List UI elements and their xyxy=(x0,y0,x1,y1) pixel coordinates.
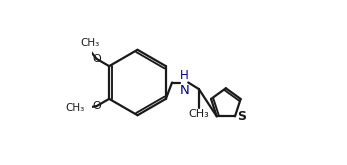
Text: S: S xyxy=(237,110,246,123)
Text: N: N xyxy=(179,84,189,97)
Text: CH₃: CH₃ xyxy=(65,103,84,113)
Text: O: O xyxy=(92,101,101,111)
Text: O: O xyxy=(92,54,101,64)
Text: H: H xyxy=(180,69,188,82)
Text: CH₃: CH₃ xyxy=(188,109,209,119)
Text: CH₃: CH₃ xyxy=(80,38,99,48)
